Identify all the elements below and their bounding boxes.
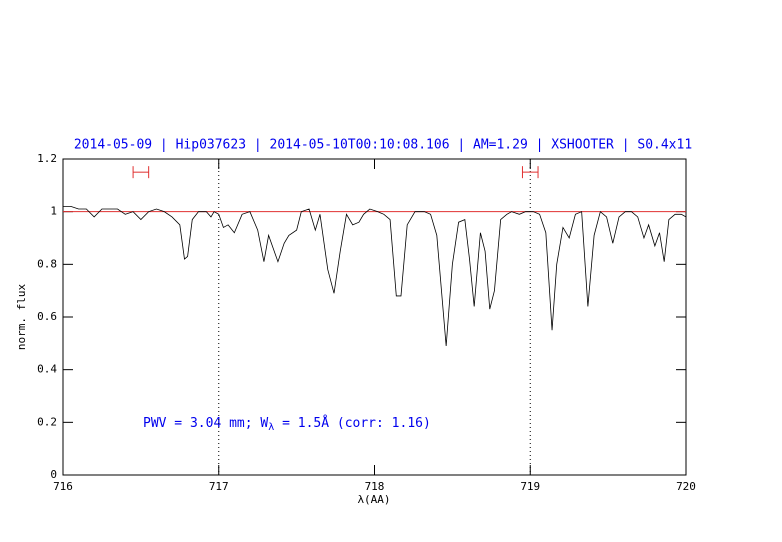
y-tick-label: 1 xyxy=(50,205,57,218)
x-tick-label: 720 xyxy=(676,480,696,493)
spectrum-line xyxy=(63,206,687,347)
x-tick-label: 719 xyxy=(520,480,540,493)
y-tick-label: 0.2 xyxy=(37,415,57,428)
y-axis-label: norm. flux xyxy=(15,284,28,351)
y-tick-label: 0 xyxy=(50,468,57,481)
x-tick-label: 717 xyxy=(209,480,229,493)
y-tick-label: 1.2 xyxy=(37,152,57,165)
y-tick-label: 0.4 xyxy=(37,363,57,376)
annotation-sub: λ xyxy=(268,422,274,433)
annotation-text: = 1.5Å (corr: 1.16) xyxy=(274,415,431,431)
annotation: PWV = 3.04 mm; Wλ = 1.5Å (corr: 1.16) xyxy=(143,415,431,434)
y-tick-label: 0.6 xyxy=(37,310,57,323)
x-tick-label: 716 xyxy=(53,480,73,493)
annotation-text: PWV = 3.04 mm; W xyxy=(143,416,268,431)
x-tick-label: 718 xyxy=(365,480,385,493)
chart-title: 2014-05-09 | Hip037623 | 2014-05-10T00:1… xyxy=(74,138,692,153)
y-tick-label: 0.8 xyxy=(37,257,57,270)
x-axis-label: λ(AA) xyxy=(357,493,390,506)
